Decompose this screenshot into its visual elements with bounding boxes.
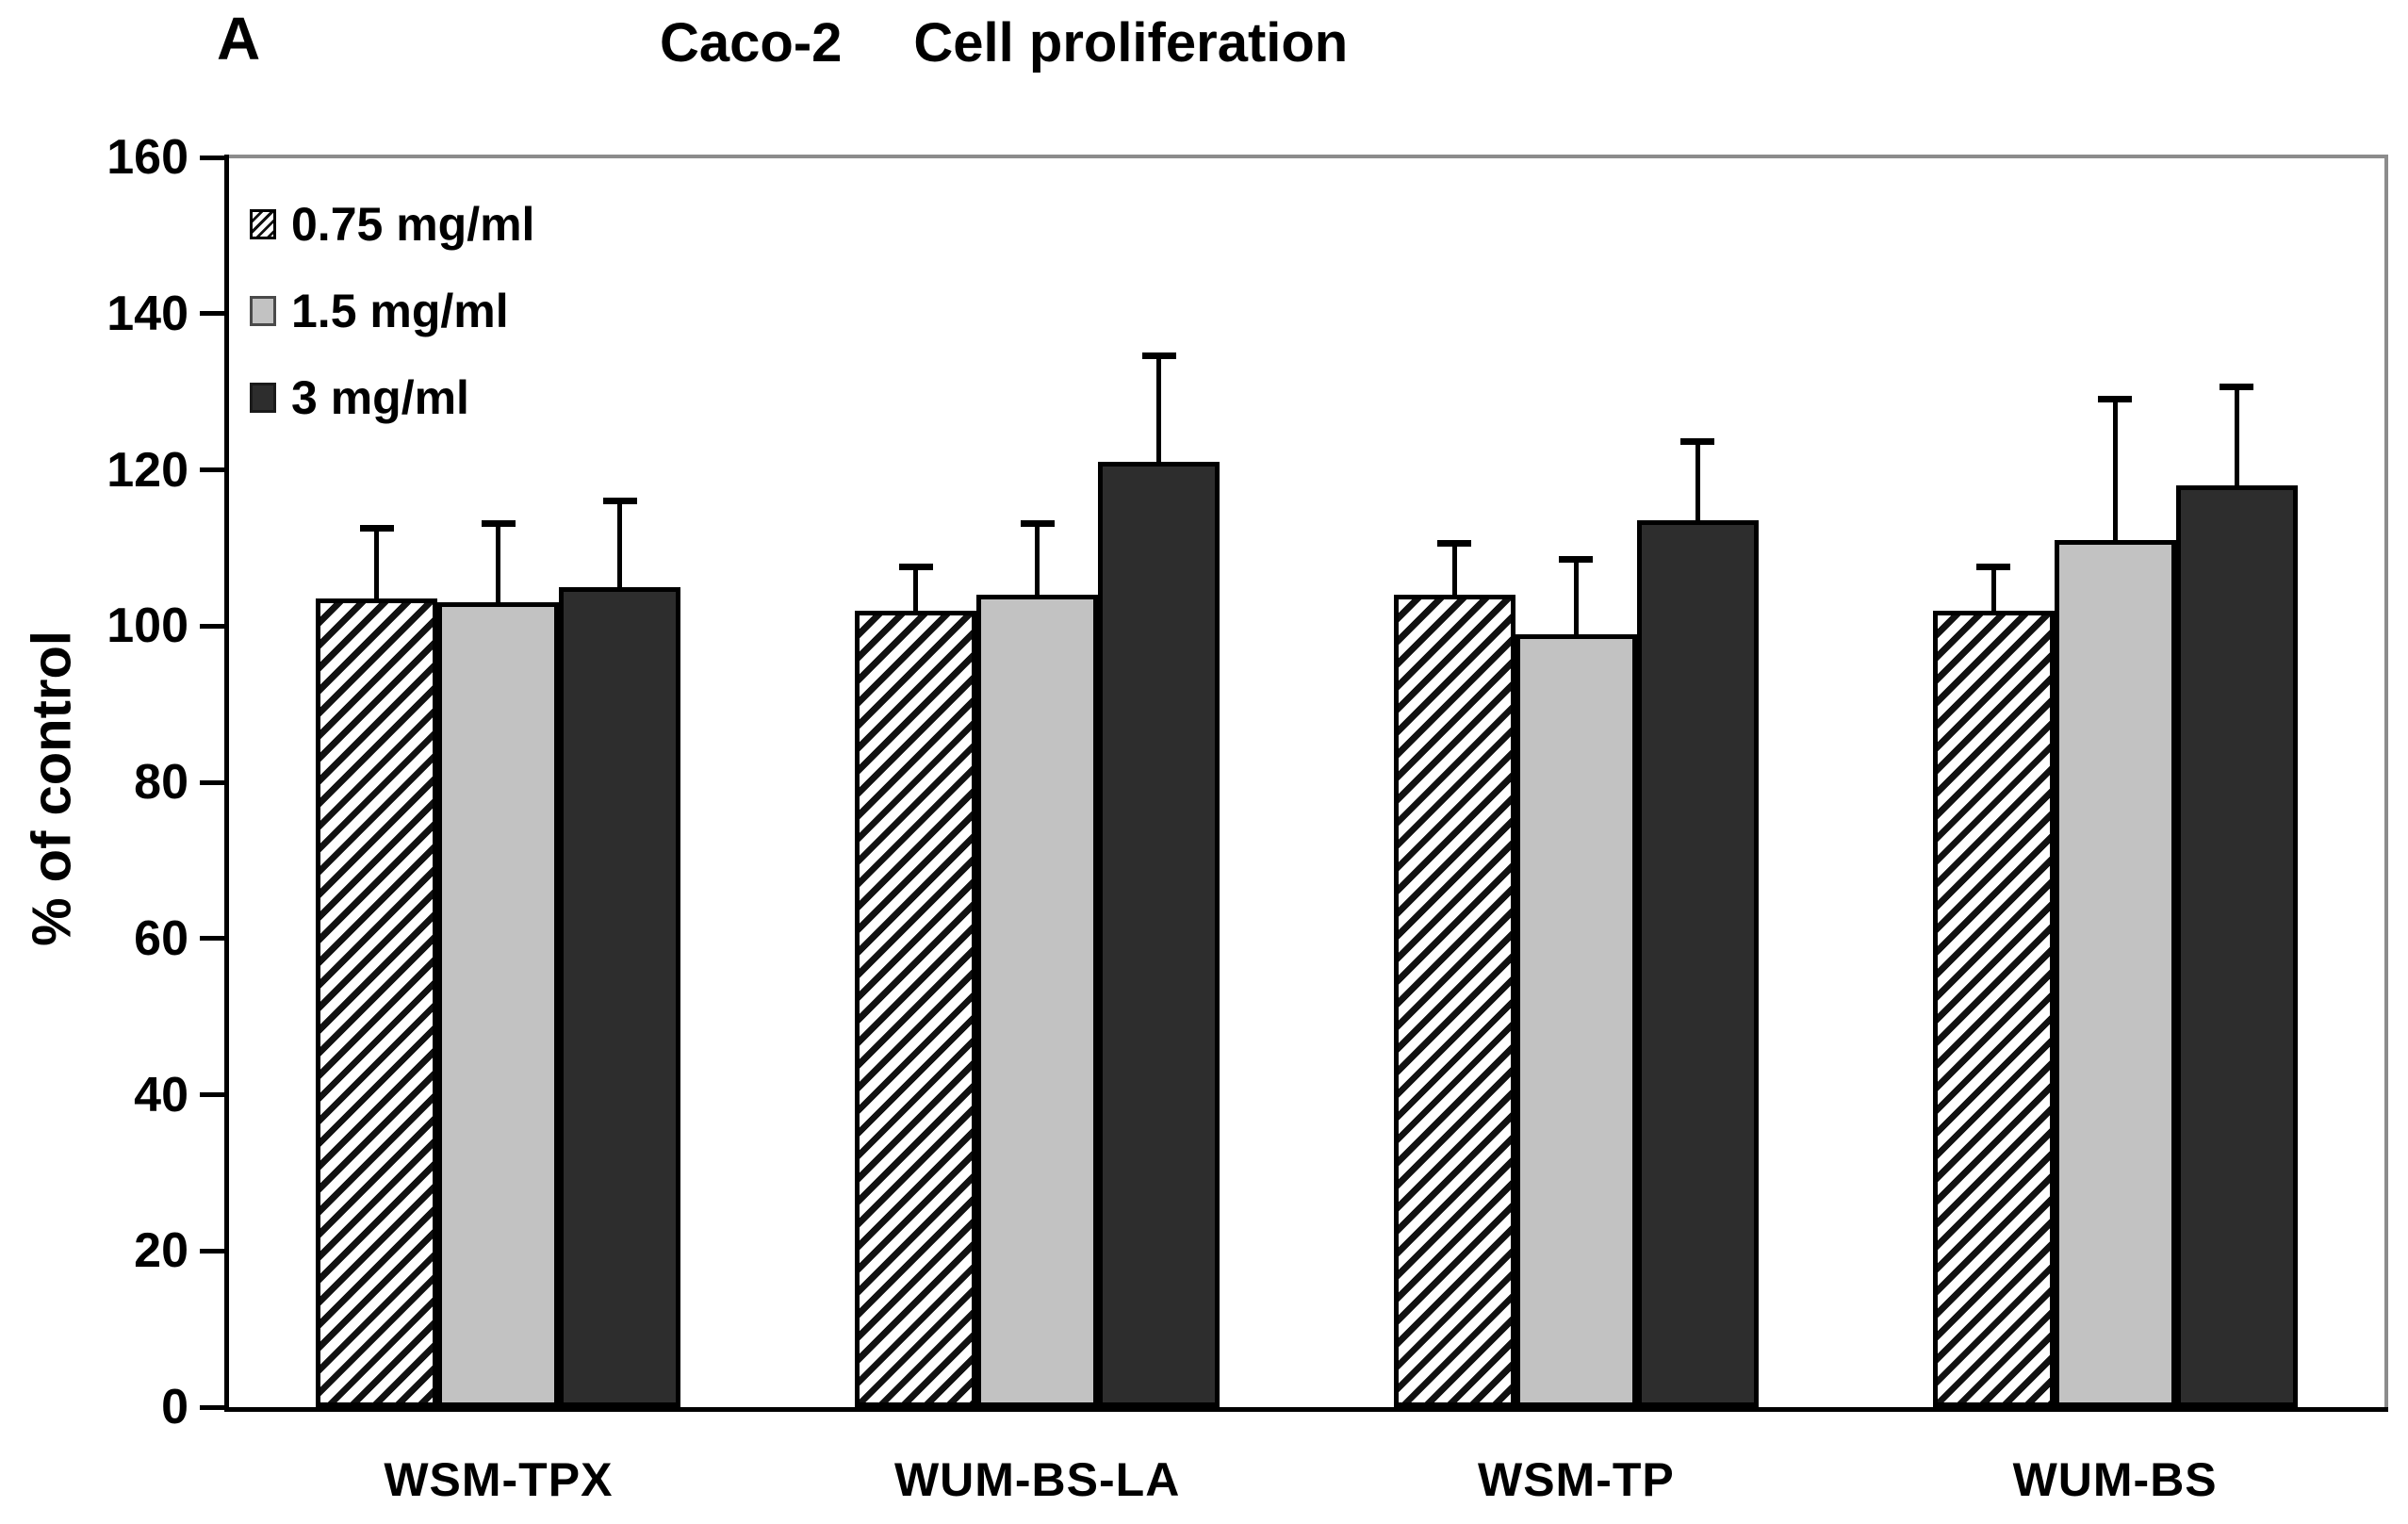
error-bar-cap — [1437, 540, 1472, 548]
error-bar-cap — [1680, 438, 1715, 446]
bar-WSM-TP-0.75-mg-ml — [1393, 595, 1515, 1407]
error-bar-cap — [359, 524, 394, 532]
legend-swatch-icon — [250, 209, 276, 239]
error-bar-line — [617, 497, 623, 591]
bar-WUM-BS-LA-1.5-mg-ml — [976, 595, 1099, 1407]
error-bar-line — [913, 563, 919, 615]
y-tick-mark — [200, 1092, 224, 1097]
bar-WUM-BS-LA-3-mg-ml — [1098, 462, 1220, 1407]
y-tick-label: 60 — [134, 910, 188, 966]
y-tick-mark — [200, 467, 224, 472]
plot-frame-top — [229, 155, 2387, 158]
panel-label: A — [217, 5, 262, 73]
y-tick-label: 140 — [106, 286, 188, 341]
y-tick-label: 160 — [106, 130, 188, 185]
error-bar-cap — [1141, 352, 1176, 360]
error-bar-cap — [898, 563, 933, 570]
legend-item-1.5-mg-ml: 1.5 mg/ml — [250, 287, 534, 336]
error-bar-line — [1990, 563, 1996, 615]
x-tick-label-WUM-BS-LA: WUM-BS-LA — [893, 1453, 1181, 1506]
y-tick-mark — [200, 623, 224, 629]
y-tick-label: 100 — [106, 598, 188, 654]
legend: 0.75 mg/ml 1.5 mg/ml 3 mg/ml — [250, 200, 534, 422]
bar-WSM-TPX-1.5-mg-ml — [437, 602, 560, 1407]
error-bar-line — [1451, 540, 1457, 599]
error-bar-line — [1573, 555, 1579, 638]
y-tick-label: 0 — [161, 1380, 188, 1434]
legend-swatch-icon — [250, 296, 276, 326]
error-bar-cap — [481, 520, 516, 528]
bar-WUM-BS-3-mg-ml — [2175, 485, 2298, 1407]
error-bar-cap — [1020, 520, 1055, 528]
bar-WUM-BS-1.5-mg-ml — [2054, 540, 2176, 1407]
y-tick-mark — [200, 155, 224, 160]
x-axis-line — [224, 1407, 2388, 1412]
error-bar-cap — [2098, 395, 2133, 402]
error-bar-line — [2234, 384, 2239, 490]
y-tick-label: 80 — [134, 755, 188, 810]
error-bar-line — [1695, 438, 1700, 525]
x-tick-label-WUM-BS: WUM-BS — [2012, 1453, 2218, 1506]
legend-label: 0.75 mg/ml — [291, 198, 535, 251]
error-bar-line — [496, 520, 501, 607]
x-tick-label-WSM-TP: WSM-TP — [1478, 1453, 1675, 1506]
chart-title-cell-line: Caco-2 — [660, 12, 843, 74]
chart-title-assay: Cell proliferation — [913, 12, 1349, 74]
legend-label: 1.5 mg/ml — [291, 285, 509, 337]
error-bar-cap — [2220, 384, 2254, 391]
plot-area — [229, 157, 2384, 1407]
error-bar-line — [1156, 352, 1162, 467]
legend-item-3-mg-ml: 3 mg/ml — [250, 373, 534, 422]
legend-item-0.75-mg-ml: 0.75 mg/ml — [250, 200, 534, 249]
y-tick-label: 120 — [106, 442, 188, 498]
bar-WSM-TP-3-mg-ml — [1636, 520, 1759, 1407]
error-bar-cap — [602, 497, 637, 504]
y-tick-label: 20 — [134, 1223, 188, 1279]
bar-WUM-BS-LA-0.75-mg-ml — [855, 610, 977, 1407]
error-bar-cap — [1976, 563, 2011, 570]
y-tick-mark — [200, 1404, 224, 1410]
bar-WUM-BS-0.75-mg-ml — [1932, 610, 2055, 1407]
plot-frame-right — [2384, 155, 2388, 1412]
y-tick-mark — [200, 779, 224, 785]
x-tick-label-WSM-TPX: WSM-TPX — [384, 1453, 614, 1506]
y-tick-mark — [200, 311, 224, 317]
error-bar-cap — [1559, 555, 1594, 563]
error-bar-line — [374, 524, 380, 603]
chart-title: Caco-2 Cell proliferation — [660, 11, 1348, 74]
bar-WSM-TPX-3-mg-ml — [559, 586, 681, 1407]
bar-WSM-TP-1.5-mg-ml — [1515, 633, 1637, 1407]
y-tick-mark — [200, 1248, 224, 1254]
legend-swatch-icon — [250, 383, 276, 413]
error-bar-line — [2112, 395, 2118, 545]
legend-label: 3 mg/ml — [291, 371, 469, 424]
error-bar-line — [1035, 520, 1040, 599]
bar-WSM-TPX-0.75-mg-ml — [316, 598, 438, 1407]
y-tick-label: 40 — [134, 1067, 188, 1123]
y-tick-mark — [200, 936, 224, 942]
y-axis-line — [224, 155, 229, 1412]
